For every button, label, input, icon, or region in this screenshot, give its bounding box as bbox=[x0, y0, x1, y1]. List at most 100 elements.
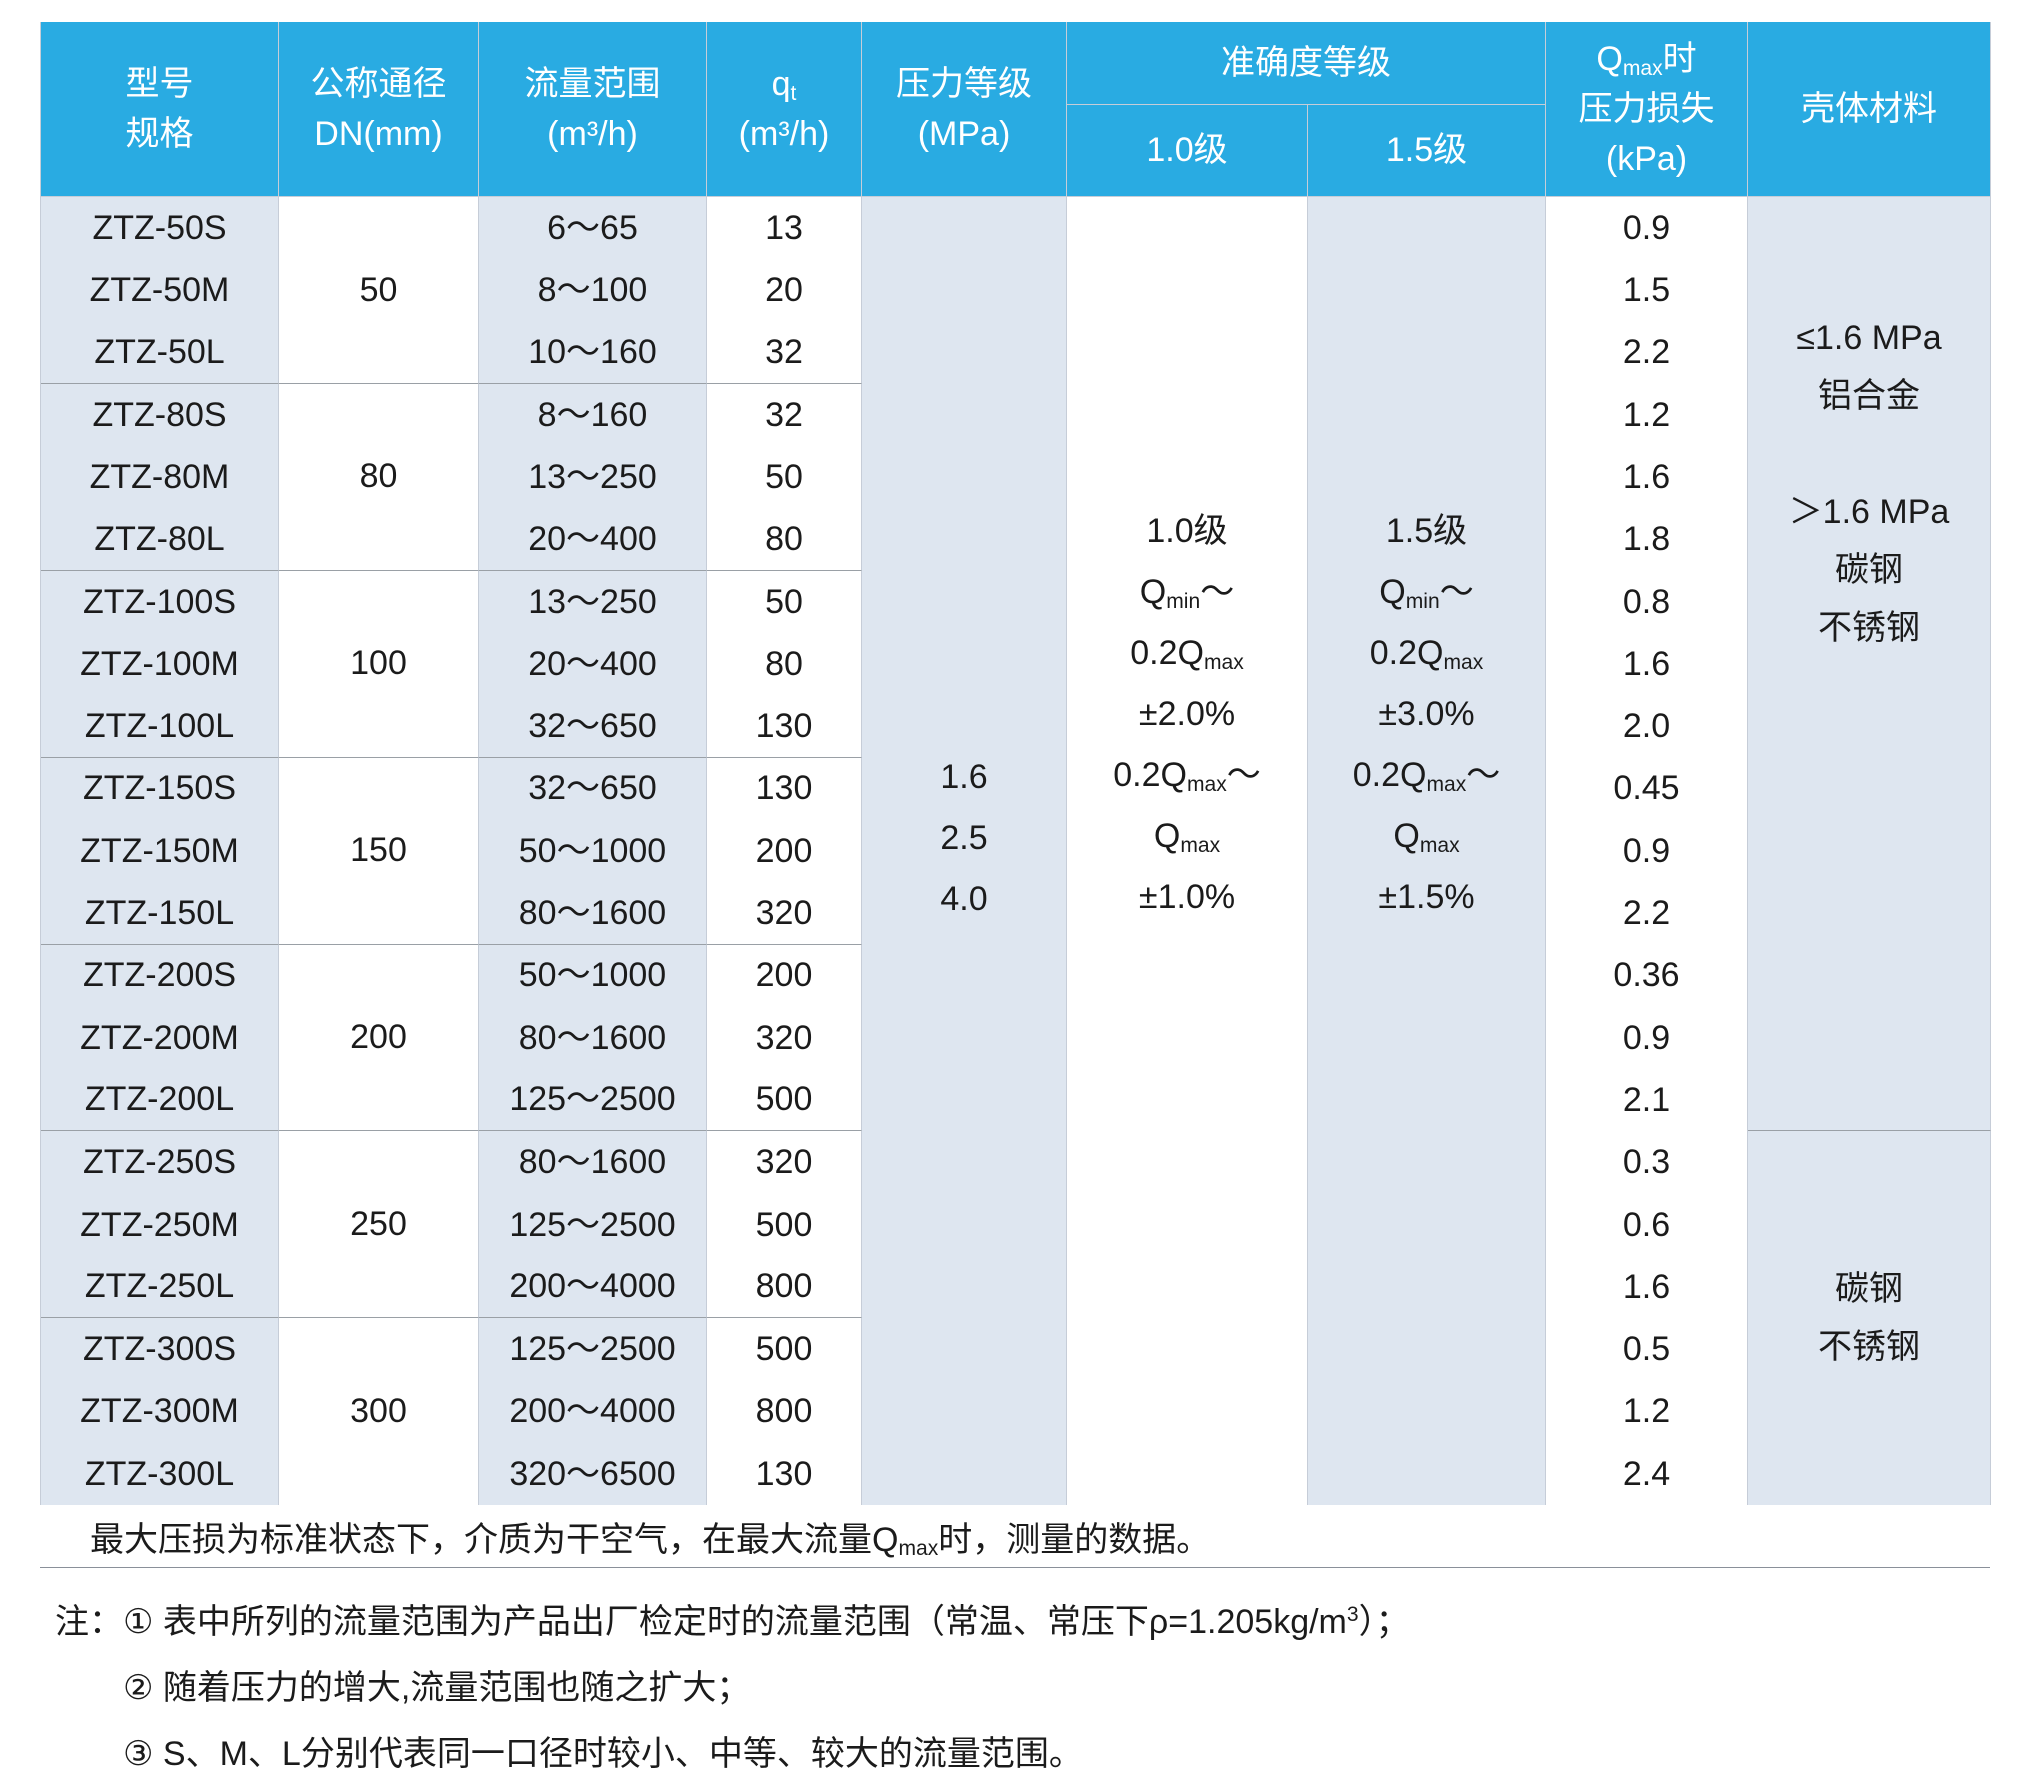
header-pressure-grade: 压力等级 (MPa) bbox=[862, 22, 1067, 197]
loss-cell: 0.9 bbox=[1546, 819, 1748, 883]
notes-items: ① 表中所列的流量范围为产品出厂检定时的流量范围（常温、常压下ρ=1.205kg… bbox=[123, 1600, 1410, 1777]
model-cell: ZTZ-80S bbox=[41, 383, 279, 447]
model-cell: ZTZ-100M bbox=[41, 633, 279, 696]
model-cell: ZTZ-50S bbox=[41, 197, 279, 260]
model-cell: ZTZ-300M bbox=[41, 1380, 279, 1443]
qt-cell: 320 bbox=[707, 882, 862, 945]
flow-cell: 200～4000 bbox=[479, 1380, 707, 1443]
flow-cell: 50～1000 bbox=[479, 944, 707, 1007]
loss-cell: 1.6 bbox=[1546, 633, 1748, 696]
model-cell: ZTZ-200L bbox=[41, 1069, 279, 1132]
model-cell: ZTZ-150L bbox=[41, 882, 279, 945]
loss-cell: 0.6 bbox=[1546, 1193, 1748, 1257]
header-pressure-loss: Qmax时 压力损失 (kPa) bbox=[1546, 22, 1748, 197]
flow-cell: 80～1600 bbox=[479, 1006, 707, 1070]
flow-cell: 320～6500 bbox=[479, 1442, 707, 1506]
material-lower-cell: 碳钢 不锈钢 bbox=[1748, 1131, 1991, 1506]
flow-cell: 32～650 bbox=[479, 695, 707, 758]
loss-cell: 1.5 bbox=[1546, 259, 1748, 322]
loss-cell: 2.0 bbox=[1546, 695, 1748, 758]
loss-cell: 0.5 bbox=[1546, 1318, 1748, 1381]
loss-cell: 0.8 bbox=[1546, 570, 1748, 634]
loss-cell: 1.6 bbox=[1546, 1256, 1748, 1319]
model-cell: ZTZ-300S bbox=[41, 1318, 279, 1381]
qt-cell: 200 bbox=[707, 819, 862, 883]
model-cell: ZTZ-250M bbox=[41, 1193, 279, 1257]
loss-cell: 1.2 bbox=[1546, 1380, 1748, 1443]
pressure-grade-values: 1.6 2.5 4.0 bbox=[940, 757, 988, 918]
material-upper-cell: ≤1.6 MPa 铝合金 ＞1.6 MPa 碳钢 不锈钢 bbox=[1748, 197, 1991, 1132]
loss-cell: 1.6 bbox=[1546, 446, 1748, 509]
dn-cell: 100 bbox=[279, 570, 479, 758]
pressure-grade-cell: 1.6 2.5 4.0 bbox=[862, 197, 1067, 1506]
qt-cell: 130 bbox=[707, 757, 862, 820]
loss-cell: 2.1 bbox=[1546, 1069, 1748, 1132]
flow-cell: 80～1600 bbox=[479, 1131, 707, 1194]
flow-cell: 20～400 bbox=[479, 508, 707, 571]
dn-cell: 50 bbox=[279, 197, 479, 384]
dn-cell: 150 bbox=[279, 757, 479, 945]
model-cell: ZTZ-300L bbox=[41, 1442, 279, 1506]
flow-cell: 6～65 bbox=[479, 197, 707, 260]
header-accuracy: 准确度等级 bbox=[1067, 22, 1546, 105]
flow-cell: 8～100 bbox=[479, 259, 707, 322]
flow-cell: 125～2500 bbox=[479, 1069, 707, 1132]
dn-cell: 250 bbox=[279, 1131, 479, 1319]
loss-cell: 1.8 bbox=[1546, 508, 1748, 571]
spec-table: 型号 规格 公称通径 DN(mm) 流量范围 (m³/h) qt (m³/h) 压力等级… bbox=[40, 22, 1991, 1508]
notes-label: 注： bbox=[55, 1603, 123, 1641]
table-footnote-text: 最大压损为标准状态下，介质为干空气，在最大流量Qmax时，测量的数据。 bbox=[90, 1520, 1211, 1561]
model-cell: ZTZ-100S bbox=[41, 570, 279, 634]
header-accuracy-1-5: 1.5级 bbox=[1308, 105, 1546, 197]
qt-cell: 80 bbox=[707, 508, 862, 571]
qt-cell: 13 bbox=[707, 197, 862, 260]
loss-cell: 0.36 bbox=[1546, 944, 1748, 1007]
model-cell: ZTZ-250L bbox=[41, 1256, 279, 1319]
accuracy-1-0-cell: 1.0级 Qmin～ 0.2Qmax ±2.0% 0.2Qmax～ Qmax ±1.0% bbox=[1067, 197, 1308, 1506]
flow-cell: 125～2500 bbox=[479, 1318, 707, 1381]
loss-cell: 0.9 bbox=[1546, 1006, 1748, 1070]
dn-cell: 200 bbox=[279, 944, 479, 1132]
qt-cell: 500 bbox=[707, 1318, 862, 1381]
loss-cell: 1.2 bbox=[1546, 383, 1748, 447]
model-cell: ZTZ-80M bbox=[41, 446, 279, 509]
qt-cell: 50 bbox=[707, 570, 862, 634]
qt-cell: 320 bbox=[707, 1131, 862, 1194]
flow-cell: 20～400 bbox=[479, 633, 707, 696]
header-qt: qt (m³/h) bbox=[707, 22, 862, 197]
note-item: ② 随着压力的增大,流量范围也随之扩大； bbox=[123, 1669, 751, 1707]
qt-cell: 200 bbox=[707, 944, 862, 1007]
loss-cell: 2.2 bbox=[1546, 882, 1748, 945]
model-cell: ZTZ-150M bbox=[41, 819, 279, 883]
flow-cell: 10～160 bbox=[479, 321, 707, 384]
dn-cell: 300 bbox=[279, 1318, 479, 1506]
note-item: ① 表中所列的流量范围为产品出厂检定时的流量范围（常温、常压下ρ=1.205kg… bbox=[123, 1603, 1410, 1641]
model-cell: ZTZ-50L bbox=[41, 321, 279, 384]
header-model: 型号 规格 bbox=[41, 22, 279, 197]
loss-cell: 0.3 bbox=[1546, 1131, 1748, 1194]
qt-cell: 32 bbox=[707, 383, 862, 447]
flow-cell: 50～1000 bbox=[479, 819, 707, 883]
header-dn: 公称通径 DN(mm) bbox=[279, 22, 479, 197]
model-cell: ZTZ-200S bbox=[41, 944, 279, 1007]
accuracy-1-5-cell: 1.5级 Qmin～ 0.2Qmax ±3.0% 0.2Qmax～ Qmax ±1.5% bbox=[1308, 197, 1546, 1506]
qt-cell: 50 bbox=[707, 446, 862, 509]
dn-cell: 80 bbox=[279, 383, 479, 571]
flow-cell: 200～4000 bbox=[479, 1256, 707, 1319]
model-cell: ZTZ-80L bbox=[41, 508, 279, 571]
model-cell: ZTZ-100L bbox=[41, 695, 279, 758]
qt-cell: 130 bbox=[707, 695, 862, 758]
flow-cell: 13～250 bbox=[479, 570, 707, 634]
qt-cell: 500 bbox=[707, 1193, 862, 1257]
notes-section: 注： ① 表中所列的流量范围为产品出厂检定时的流量范围（常温、常压下ρ=1.20… bbox=[55, 1600, 1975, 1777]
model-cell: ZTZ-250S bbox=[41, 1131, 279, 1194]
flow-cell: 13～250 bbox=[479, 446, 707, 509]
flow-cell: 125～2500 bbox=[479, 1193, 707, 1257]
header-material: 壳体材料 bbox=[1748, 22, 1991, 197]
flow-cell: 80～1600 bbox=[479, 882, 707, 945]
flow-cell: 8～160 bbox=[479, 383, 707, 447]
loss-cell: 2.4 bbox=[1546, 1442, 1748, 1506]
flow-cell: 32～650 bbox=[479, 757, 707, 820]
qt-cell: 80 bbox=[707, 633, 862, 696]
